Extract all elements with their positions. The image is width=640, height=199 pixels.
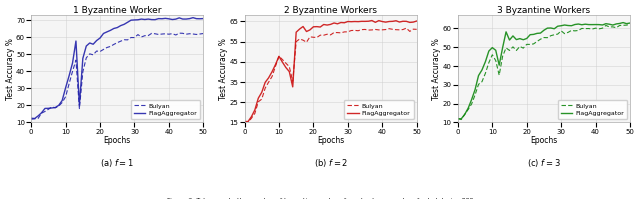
Title: 3 Byzantine Workers: 3 Byzantine Workers (497, 6, 591, 15)
FlagAggregator (31, 117, 38, 120)
FlagAggregator (358, 20, 365, 22)
FlagAggregator (513, 38, 520, 41)
FlagAggregator (200, 17, 207, 20)
Bulyan (83, 57, 90, 59)
FlagAggregator (189, 17, 197, 19)
Bulyan (623, 24, 630, 26)
Bulyan (509, 46, 516, 48)
FlagAggregator (410, 21, 417, 23)
Bulyan (458, 118, 465, 121)
Bulyan (571, 30, 579, 32)
FlagAggregator (571, 23, 579, 26)
Bulyan (626, 23, 634, 25)
Bulyan (28, 118, 35, 120)
FlagAggregator (368, 19, 376, 22)
FlagAggregator (413, 20, 420, 22)
FlagAggregator (282, 66, 290, 69)
Bulyan (244, 121, 252, 124)
FlagAggregator (495, 64, 503, 66)
FlagAggregator (371, 21, 379, 23)
FlagAggregator (155, 18, 163, 20)
FlagAggregator (68, 62, 76, 64)
Bulyan (413, 28, 420, 30)
Line: Bulyan: Bulyan (458, 24, 630, 120)
Bulyan (358, 28, 365, 31)
FlagAggregator (296, 28, 303, 30)
Line: FlagAggregator: FlagAggregator (458, 22, 630, 119)
Bulyan (241, 121, 248, 123)
Bulyan (410, 28, 417, 30)
X-axis label: Epochs: Epochs (317, 136, 344, 145)
Bulyan (141, 34, 148, 37)
Bulyan (200, 32, 207, 35)
Bulyan (368, 29, 376, 31)
Legend: Bulyan, FlagAggregator: Bulyan, FlagAggregator (344, 100, 413, 119)
Bulyan (151, 33, 159, 35)
Y-axis label: Test Accuracy %: Test Accuracy % (432, 38, 441, 100)
FlagAggregator (86, 42, 93, 44)
FlagAggregator (581, 23, 589, 25)
Title: 2 Byzantine Workers: 2 Byzantine Workers (284, 6, 377, 15)
FlagAggregator (145, 18, 152, 20)
Line: FlagAggregator: FlagAggregator (244, 20, 417, 122)
Bulyan (454, 118, 461, 120)
Bulyan (513, 49, 520, 52)
Legend: Bulyan, FlagAggregator: Bulyan, FlagAggregator (131, 100, 200, 119)
Bulyan (403, 27, 410, 29)
FlagAggregator (623, 22, 630, 25)
Text: (b) $f = 2$: (b) $f = 2$ (314, 157, 348, 169)
Title: 1 Byzantine Worker: 1 Byzantine Worker (73, 6, 161, 15)
Y-axis label: Test Accuracy %: Test Accuracy % (219, 38, 228, 100)
Bulyan (65, 83, 73, 85)
FlagAggregator (626, 22, 634, 24)
Line: FlagAggregator: FlagAggregator (31, 18, 204, 119)
Bulyan (296, 38, 303, 40)
FlagAggregator (196, 18, 204, 20)
X-axis label: Epochs: Epochs (531, 136, 557, 145)
Legend: Bulyan, FlagAggregator: Bulyan, FlagAggregator (557, 100, 627, 119)
X-axis label: Epochs: Epochs (104, 136, 131, 145)
FlagAggregator (620, 21, 627, 24)
Bulyan (282, 62, 290, 64)
Bulyan (495, 74, 503, 76)
Bulyan (196, 33, 204, 35)
Line: Bulyan: Bulyan (31, 33, 204, 119)
FlagAggregator (83, 45, 90, 47)
Bulyan (175, 32, 183, 34)
FlagAggregator (454, 118, 461, 120)
Text: (c) $f = 3$: (c) $f = 3$ (527, 157, 561, 169)
FlagAggregator (300, 25, 307, 28)
Bulyan (581, 27, 589, 30)
FlagAggregator (458, 118, 465, 120)
Bulyan (79, 71, 86, 73)
Text: (a) $f = 1$: (a) $f = 1$ (100, 157, 134, 169)
Y-axis label: Test Accuracy %: Test Accuracy % (6, 38, 15, 100)
FlagAggregator (244, 120, 252, 123)
Text: Figure 3: Tolerance to the number of byzantine workers for robust aggregators fo: Figure 3: Tolerance to the number of byz… (167, 198, 473, 199)
Bulyan (300, 39, 307, 41)
Line: Bulyan: Bulyan (244, 28, 417, 122)
FlagAggregator (28, 117, 35, 119)
FlagAggregator (241, 120, 248, 123)
FlagAggregator (509, 35, 516, 37)
